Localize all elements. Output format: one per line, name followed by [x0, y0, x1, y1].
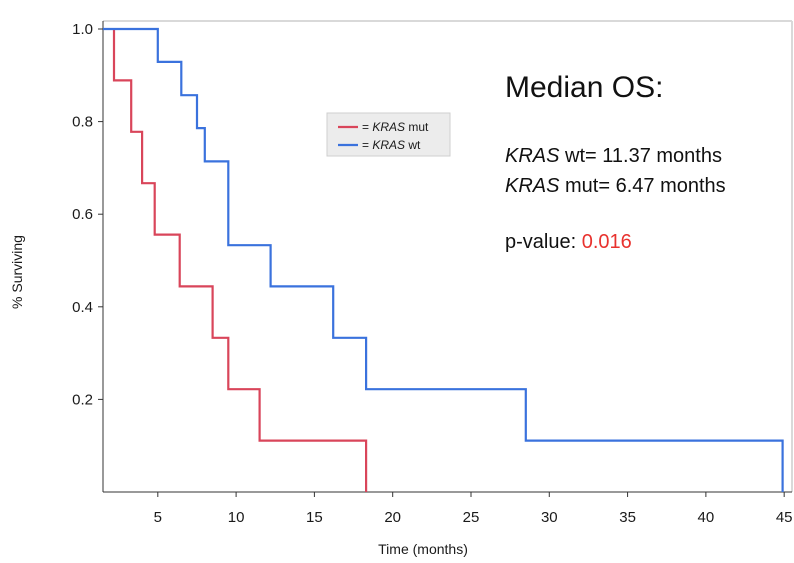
y-tick-label: 0.6: [72, 206, 93, 223]
series-line-kras-mut: [112, 29, 368, 492]
x-axis-ticks: 5 10 15 20 25 30 35 40 45: [154, 492, 793, 526]
legend-label-kras-wt: = KRAS wt: [362, 138, 421, 152]
x-tick-label: 15: [306, 509, 323, 526]
series-layer: [103, 27, 784, 492]
x-tick-label: 45: [776, 509, 793, 526]
annotation-pvalue: p-value: 0.016: [505, 231, 632, 253]
annotation-kras-mut-median: KRAS mut= 6.47 months: [505, 175, 726, 197]
annotation-heading: Median OS:: [505, 71, 663, 104]
x-tick-label: 30: [541, 509, 558, 526]
y-tick-label: 0.4: [72, 299, 93, 316]
median-os-annotation: Median OS: KRAS wt= 11.37 months KRAS mu…: [505, 71, 726, 253]
x-tick-label: 20: [384, 509, 401, 526]
y-tick-label: 1.0: [72, 21, 93, 38]
y-tick-label: 0.8: [72, 114, 93, 131]
legend-label-kras-mut: = KRAS mut: [362, 120, 429, 134]
y-tick-label: 0.2: [72, 391, 93, 408]
legend: = KRAS mut = KRAS wt: [326, 112, 451, 157]
y-axis-title: % Surviving: [9, 235, 25, 309]
y-axis-ticks: 0.2 0.4 0.6 0.8 1.0: [72, 21, 103, 408]
x-tick-label: 5: [154, 509, 162, 526]
series-line-kras-wt: [103, 27, 784, 492]
annotation-kras-wt-median: KRAS wt= 11.37 months: [505, 145, 722, 167]
legend-box: [326, 112, 451, 157]
x-axis-title: Time (months): [378, 541, 468, 557]
x-tick-label: 10: [228, 509, 245, 526]
x-tick-label: 40: [698, 509, 715, 526]
plot-frame: [102, 20, 793, 493]
pvalue-number: 0.016: [582, 231, 632, 253]
x-tick-label: 25: [463, 509, 480, 526]
x-tick-label: 35: [619, 509, 636, 526]
